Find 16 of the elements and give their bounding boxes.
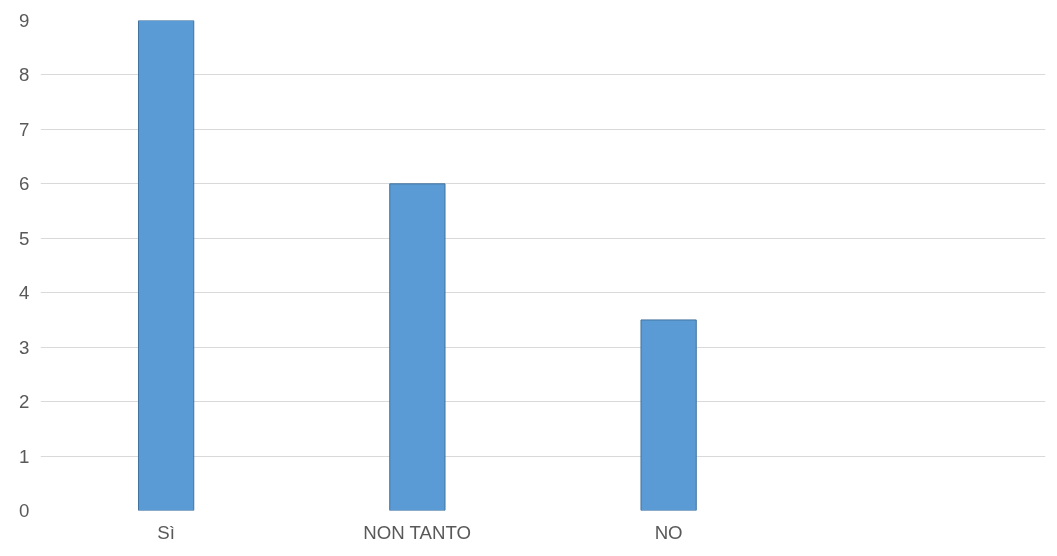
- y-tick-label: 2: [19, 391, 30, 413]
- y-tick-label: 6: [19, 173, 30, 195]
- bar: [389, 183, 446, 511]
- y-tick-label: 5: [19, 227, 30, 249]
- bar: [640, 319, 697, 511]
- y-tick-label: 1: [19, 445, 30, 467]
- x-tick-label: NO: [654, 521, 683, 543]
- bar: [137, 20, 195, 511]
- y-tick-label: 9: [19, 10, 30, 31]
- y-tick-label: 8: [19, 64, 30, 86]
- x-tick-label: NON TANTO: [363, 521, 472, 543]
- y-tick-label: 4: [19, 282, 30, 304]
- x-tick-label: Sì: [157, 521, 175, 543]
- y-tick-label: 0: [19, 500, 30, 521]
- y-tick-label: 7: [19, 118, 30, 140]
- y-tick-label: 3: [19, 336, 30, 358]
